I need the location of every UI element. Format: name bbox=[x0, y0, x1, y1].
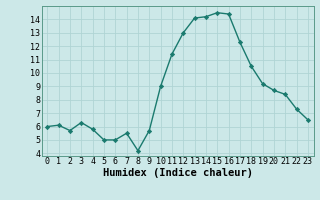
X-axis label: Humidex (Indice chaleur): Humidex (Indice chaleur) bbox=[103, 168, 252, 178]
